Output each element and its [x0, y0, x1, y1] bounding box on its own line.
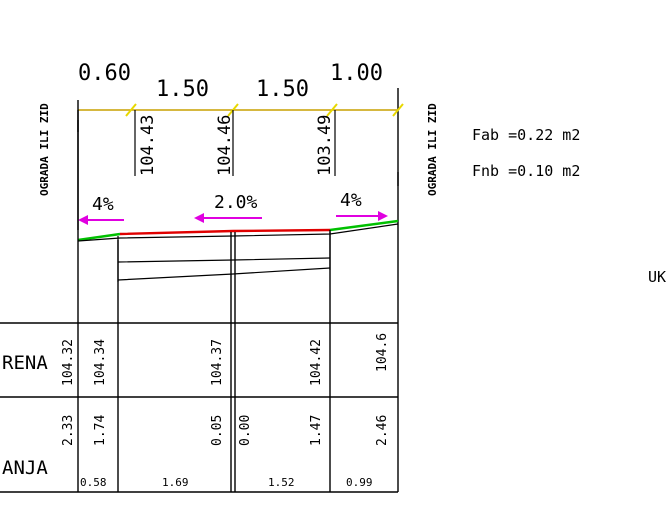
elevation-label-1: 104.43: [138, 115, 158, 176]
distance-cell: 0.58: [80, 476, 107, 489]
table-cell: 104.34: [93, 339, 108, 386]
distance-cell: 0.99: [346, 476, 373, 489]
slope-label-left: 4%: [92, 194, 114, 215]
dimension-line-group: 0.60 1.50 1.50 1.00: [77, 61, 404, 230]
dimension-tick: [125, 103, 137, 117]
area-fnb: Fnb =0.10 m2: [472, 162, 580, 180]
dimension-label-3: 1.50: [256, 77, 309, 102]
slope-label-center: 2.0%: [214, 192, 258, 213]
distance-cell: 1.69: [162, 476, 189, 489]
table-cell: 104.6: [375, 333, 390, 372]
row-label: RENA: [2, 352, 48, 374]
table-cell: 0.05: [210, 415, 225, 446]
table-cell: 2.46: [375, 415, 390, 446]
fence-label-right: OGRADA ILI ZID: [426, 103, 439, 196]
slope-arrow: [194, 213, 262, 223]
slope-arrow: [336, 211, 388, 221]
row-label: ANJA: [2, 457, 48, 479]
table-cell: 1.47: [309, 415, 324, 446]
dimension-label-2: 1.50: [156, 77, 209, 102]
slope-arrow: [78, 215, 124, 225]
elevation-label-3: 103.49: [315, 115, 335, 176]
table-row: RENA 104.32 104.34 104.37 104.42 104.6: [2, 333, 390, 386]
distance-cell: 1.52: [268, 476, 295, 489]
pavement-bottom: [117, 267, 331, 281]
elevation-label-2: 104.46: [215, 115, 235, 176]
top-elevations: 104.43 104.46 103.49: [134, 110, 336, 176]
table-cell: 104.37: [210, 339, 225, 386]
table-row: ANJA 2.33 1.74 0.05 0.00 1.47 2.46 0.58 …: [2, 415, 390, 489]
dimension-tick: [392, 103, 404, 117]
table-cell: 2.33: [61, 415, 76, 446]
pavement-top: [77, 223, 399, 242]
dimension-label-1: 0.60: [78, 61, 131, 86]
dimension-tick: [326, 103, 338, 117]
road-profile: [77, 219, 399, 282]
terrain-line-green-right: [329, 219, 399, 232]
terrain-line-red: [119, 228, 331, 236]
table-cell: 0.00: [238, 415, 253, 446]
data-table-grid: [0, 110, 399, 493]
slope-label-right: 4%: [340, 190, 362, 211]
pavement-layer: [117, 257, 331, 263]
dimension-label-4: 1.00: [330, 61, 383, 86]
edge-text: UK: [648, 268, 666, 286]
table-cell: 104.32: [61, 339, 76, 386]
fence-label-left: OGRADA ILI ZID: [38, 103, 51, 196]
terrain-line-green-left: [77, 232, 121, 242]
slope-annotations: 4% 2.0% 4%: [78, 190, 388, 225]
area-fab: Fab =0.22 m2: [472, 126, 580, 144]
table-cell: 104.42: [309, 339, 324, 386]
table-cell: 1.74: [93, 415, 108, 446]
